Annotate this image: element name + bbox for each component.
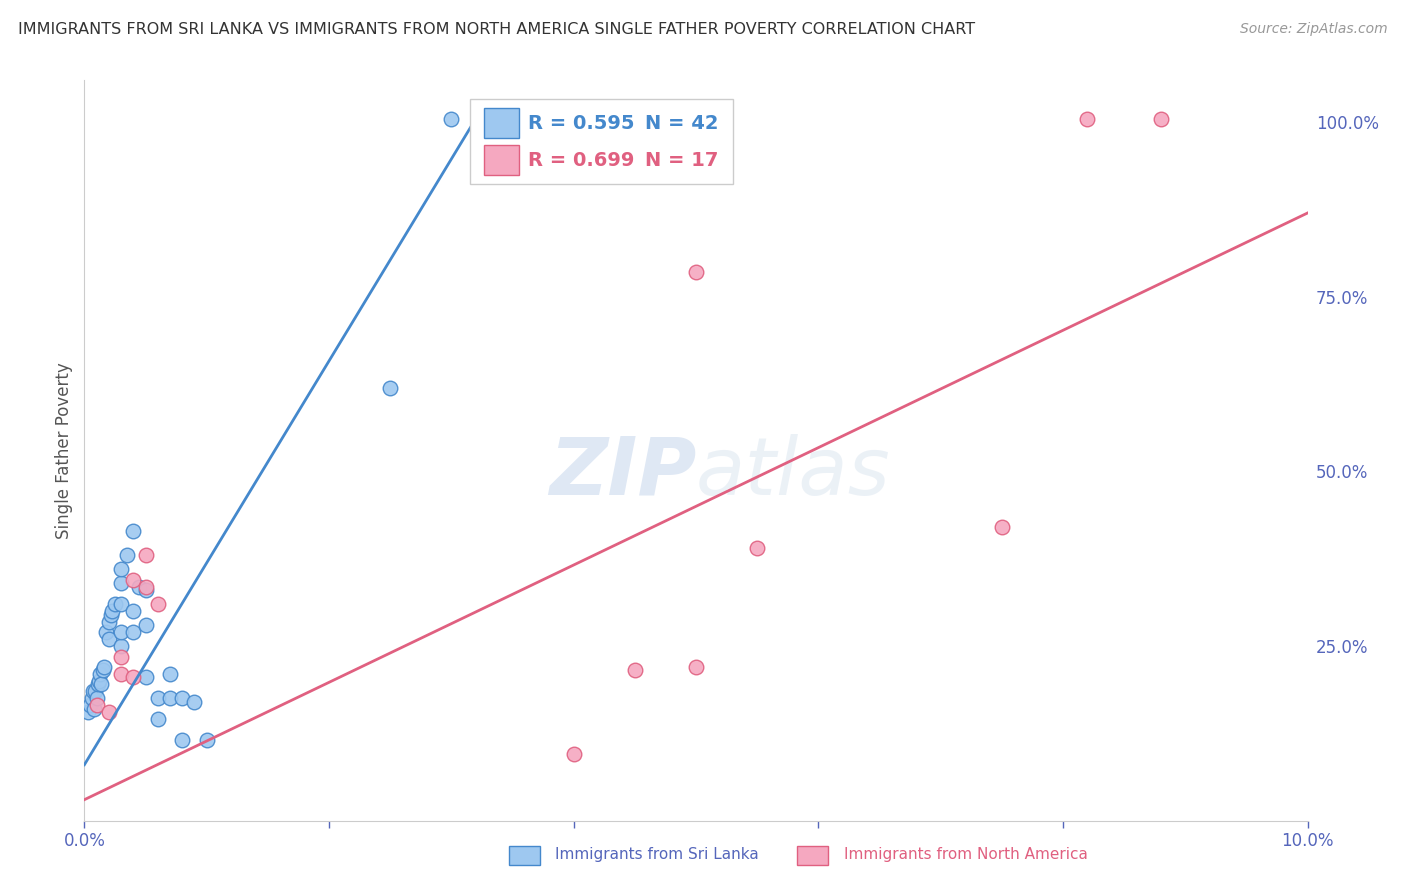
Point bbox=[135, 548, 157, 562]
Point bbox=[93, 660, 115, 674]
Point bbox=[104, 597, 127, 611]
Point bbox=[89, 667, 111, 681]
Point bbox=[90, 677, 112, 691]
Text: N = 17: N = 17 bbox=[644, 151, 718, 169]
Text: Immigrants from Sri Lanka: Immigrants from Sri Lanka bbox=[555, 847, 759, 862]
Point bbox=[110, 625, 132, 640]
Point bbox=[991, 520, 1014, 534]
Point bbox=[79, 698, 101, 713]
Text: R = 0.699: R = 0.699 bbox=[529, 151, 634, 169]
FancyBboxPatch shape bbox=[470, 99, 733, 184]
Point bbox=[122, 573, 145, 587]
Point bbox=[97, 706, 120, 720]
Point bbox=[122, 625, 145, 640]
Point bbox=[440, 112, 463, 126]
Point bbox=[122, 604, 145, 618]
Point bbox=[747, 541, 769, 556]
Point bbox=[159, 667, 181, 681]
Bar bbox=[484, 109, 519, 138]
Point bbox=[122, 524, 145, 538]
Point bbox=[135, 580, 157, 594]
Point bbox=[135, 618, 157, 632]
Text: atlas: atlas bbox=[696, 434, 891, 512]
Text: R = 0.595: R = 0.595 bbox=[529, 113, 636, 133]
Point bbox=[135, 670, 157, 684]
Bar bbox=[484, 145, 519, 175]
Point bbox=[96, 625, 118, 640]
Point bbox=[82, 684, 104, 698]
Point bbox=[87, 673, 110, 688]
Point bbox=[84, 684, 107, 698]
Point bbox=[122, 670, 145, 684]
Point bbox=[97, 615, 120, 629]
Point bbox=[101, 604, 124, 618]
Point bbox=[195, 733, 218, 747]
Point bbox=[1076, 112, 1098, 126]
Point bbox=[100, 607, 122, 622]
Point bbox=[110, 562, 132, 576]
Point bbox=[146, 691, 169, 706]
Point bbox=[110, 649, 132, 664]
Point bbox=[562, 747, 585, 762]
Point bbox=[97, 632, 120, 646]
Point bbox=[110, 597, 132, 611]
Y-axis label: Single Father Poverty: Single Father Poverty bbox=[55, 362, 73, 539]
Point bbox=[624, 664, 647, 678]
Point bbox=[135, 583, 157, 598]
Point bbox=[110, 639, 132, 653]
Point bbox=[146, 712, 169, 726]
Point bbox=[87, 677, 110, 691]
Text: Immigrants from North America: Immigrants from North America bbox=[844, 847, 1087, 862]
Point bbox=[91, 664, 114, 678]
Point bbox=[685, 265, 707, 279]
Point bbox=[172, 691, 194, 706]
Point bbox=[110, 576, 132, 591]
Point bbox=[86, 698, 108, 713]
Point bbox=[183, 695, 205, 709]
Text: IMMIGRANTS FROM SRI LANKA VS IMMIGRANTS FROM NORTH AMERICA SINGLE FATHER POVERTY: IMMIGRANTS FROM SRI LANKA VS IMMIGRANTS … bbox=[18, 22, 976, 37]
Point bbox=[77, 706, 100, 720]
Point bbox=[115, 548, 138, 562]
Point bbox=[1150, 112, 1173, 126]
Point bbox=[110, 667, 132, 681]
Point bbox=[159, 691, 181, 706]
Point bbox=[86, 691, 108, 706]
Point bbox=[83, 702, 105, 716]
Point bbox=[146, 597, 169, 611]
Point bbox=[685, 660, 707, 674]
Text: N = 42: N = 42 bbox=[644, 113, 718, 133]
Point bbox=[380, 381, 402, 395]
Text: Source: ZipAtlas.com: Source: ZipAtlas.com bbox=[1240, 22, 1388, 37]
Point bbox=[80, 691, 103, 706]
Text: ZIP: ZIP bbox=[548, 434, 696, 512]
Point bbox=[172, 733, 194, 747]
Point bbox=[128, 580, 150, 594]
